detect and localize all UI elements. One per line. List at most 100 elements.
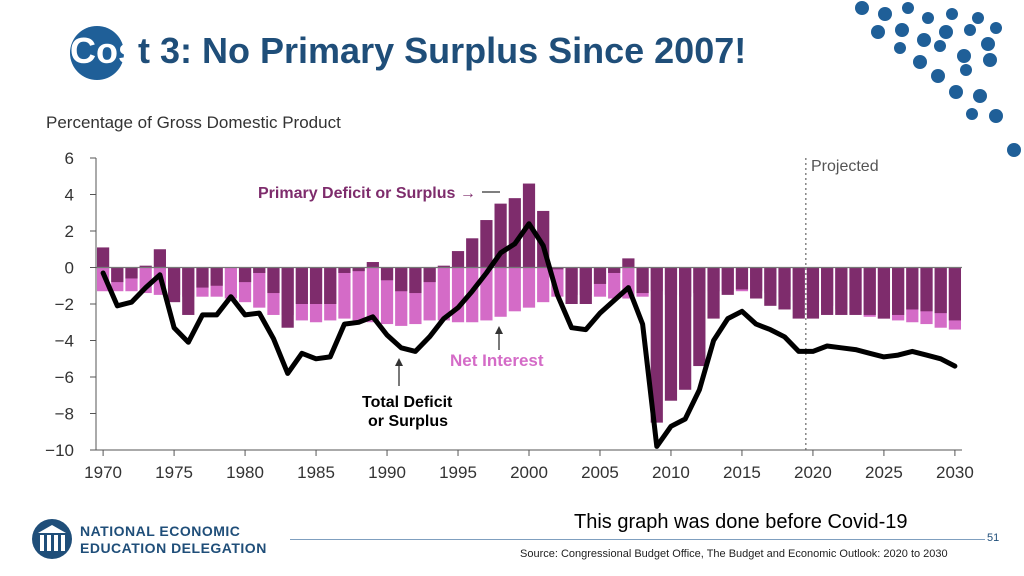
ned-logo: NATIONAL ECONOMIC EDUCATION DELEGATION xyxy=(30,517,280,561)
decorative-dot xyxy=(922,12,934,24)
y-tick-label: 0 xyxy=(65,259,74,278)
slide-title: Cost 3: No Primary Surplus Since 2007! xyxy=(70,30,746,72)
y-tick-label: 6 xyxy=(65,149,74,168)
bar-primary xyxy=(821,267,834,315)
total-deficit-line xyxy=(100,221,958,449)
x-tick-label: 1990 xyxy=(368,463,406,482)
decorative-dot xyxy=(902,2,914,14)
bar-primary xyxy=(437,265,450,268)
bar-primary xyxy=(835,267,848,315)
x-tick-label: 2020 xyxy=(794,463,832,482)
bar-primary xyxy=(892,267,905,315)
bar-primary xyxy=(934,267,947,314)
bar-net-interest xyxy=(224,267,237,299)
bar-primary xyxy=(182,267,195,315)
decorative-dot xyxy=(917,33,931,47)
slide-title-rest: t 3: No Primary Surplus Since 2007! xyxy=(138,30,747,71)
bar-primary xyxy=(750,267,763,299)
bar-primary xyxy=(352,267,365,272)
arrowhead-total xyxy=(395,358,403,366)
decorative-dot xyxy=(957,49,971,63)
bar-primary xyxy=(579,267,592,304)
x-tick-label: 2025 xyxy=(865,463,903,482)
y-tick-label: −4 xyxy=(55,332,74,351)
bar-primary xyxy=(906,267,919,310)
bar-primary xyxy=(849,267,862,315)
bar-primary xyxy=(451,251,465,268)
bar-primary xyxy=(153,249,166,268)
bar-primary xyxy=(466,238,479,268)
decorative-dot xyxy=(949,85,963,99)
decorative-dot xyxy=(983,53,997,67)
y-tick-label: −6 xyxy=(55,368,74,387)
bar-primary xyxy=(721,267,734,295)
bar-primary xyxy=(324,267,337,304)
bar-primary xyxy=(679,267,692,390)
bar-primary xyxy=(877,267,891,319)
bar-primary xyxy=(139,265,152,268)
bar-net-interest xyxy=(352,267,365,321)
annotation-total-2: or Surplus xyxy=(368,413,448,430)
bar-primary xyxy=(125,267,138,279)
bar-primary xyxy=(238,267,252,283)
bar-net-interest xyxy=(338,267,351,319)
bar-primary xyxy=(423,267,436,283)
bar-net-interest xyxy=(508,267,521,312)
bar-primary xyxy=(551,267,564,270)
x-tick-label: 2030 xyxy=(936,463,974,482)
bar-primary xyxy=(863,267,876,315)
decorative-dot xyxy=(939,25,953,39)
decorative-dot xyxy=(934,40,946,52)
bar-primary xyxy=(309,267,323,304)
y-tick-label: −8 xyxy=(55,405,74,424)
page-number: 51 xyxy=(987,532,1000,544)
y-tick-label: −10 xyxy=(45,441,74,460)
bar-primary xyxy=(366,262,379,268)
bar-primary xyxy=(267,267,280,294)
bar-primary xyxy=(295,267,308,304)
decorative-dot xyxy=(913,55,927,69)
x-tick-label: 1980 xyxy=(226,463,264,482)
bar-primary xyxy=(565,267,578,304)
bar-primary xyxy=(196,267,209,288)
bar-primary xyxy=(210,267,223,286)
bar-primary xyxy=(508,198,521,268)
decorative-dot xyxy=(981,37,995,51)
bar-net-interest xyxy=(608,267,621,299)
bar-primary xyxy=(281,267,294,328)
x-tick-label: 2005 xyxy=(581,463,619,482)
bar-primary xyxy=(735,267,749,290)
bar-primary xyxy=(650,267,663,423)
bar-primary xyxy=(948,267,962,321)
bar-primary xyxy=(693,267,706,367)
y-tick-label: 2 xyxy=(65,222,74,241)
bar-primary xyxy=(707,267,720,319)
bar-primary xyxy=(253,267,266,273)
y-tick-label: 4 xyxy=(65,186,74,205)
decorative-dot xyxy=(931,69,945,83)
bar-net-interest xyxy=(380,267,394,325)
bar-primary xyxy=(920,267,933,312)
bar-primary xyxy=(395,267,408,292)
bar-primary xyxy=(338,267,351,273)
decorative-dot xyxy=(989,109,1003,123)
decorative-dot xyxy=(1007,143,1021,157)
x-tick-label: 2010 xyxy=(652,463,690,482)
logo-line-2: EDUCATION DELEGATION xyxy=(80,540,267,556)
y-tick-label: −2 xyxy=(55,295,74,314)
bar-primary xyxy=(480,220,493,268)
bar-primary xyxy=(806,267,820,319)
bar-primary xyxy=(622,258,635,268)
footer-divider xyxy=(290,539,985,540)
decorative-dot xyxy=(964,24,976,36)
x-tick-label: 1995 xyxy=(439,463,477,482)
projected-label: Projected xyxy=(811,158,879,175)
bar-net-interest xyxy=(366,267,379,323)
annotation-primary: Primary Deficit or Surplus → xyxy=(258,185,476,202)
annotation-total-1: Total Deficit xyxy=(362,394,453,411)
footer-note: This graph was done before Covid-19 xyxy=(574,511,908,533)
annotation-net-interest: Net Interest xyxy=(450,351,544,370)
slide-title-start: Cos xyxy=(70,30,139,71)
logo-emblem-icon xyxy=(32,519,72,559)
decorative-dot xyxy=(972,12,984,24)
